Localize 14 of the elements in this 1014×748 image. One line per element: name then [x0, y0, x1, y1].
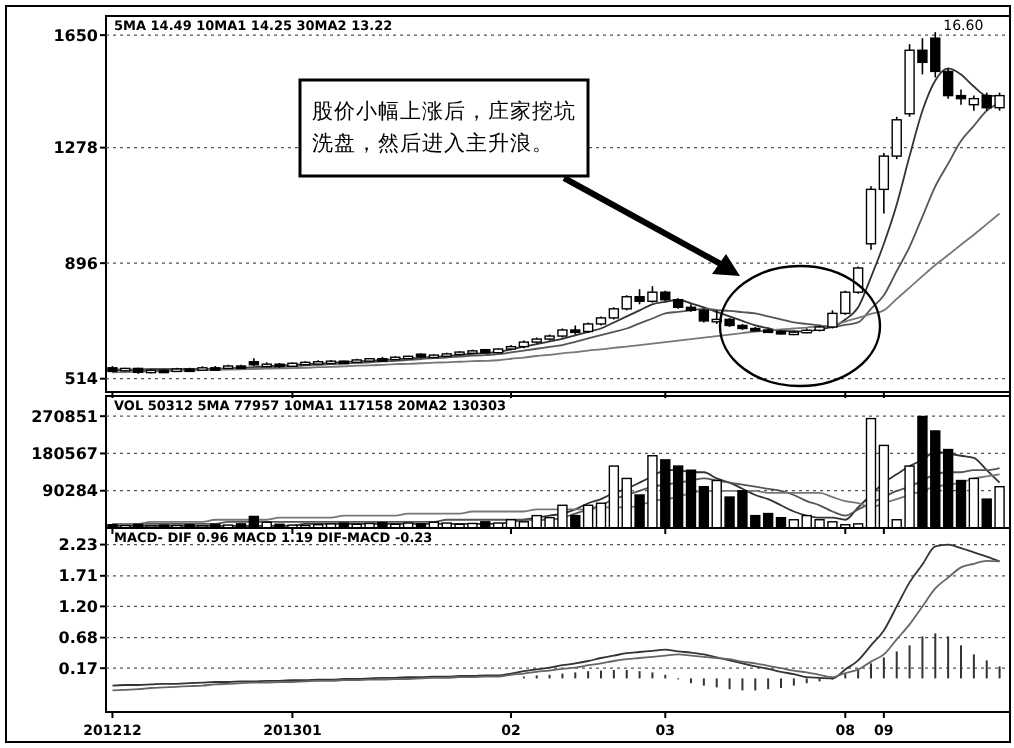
- y-tick-label: 270851: [31, 407, 99, 426]
- y-tick-label: 90284: [42, 482, 99, 501]
- y-tick-label: 514: [64, 370, 99, 389]
- y-tick-label: 0.17: [58, 659, 98, 678]
- y-tick-label: 896: [64, 254, 99, 273]
- y-tick-label: 180567: [31, 445, 98, 464]
- y-tick-label: 1278: [53, 139, 99, 158]
- y-tick-label: 1.71: [58, 567, 99, 586]
- y-tick-label: 1650: [53, 26, 99, 45]
- line-series: [111, 212, 1001, 374]
- y-tick-label: 2.23: [58, 536, 98, 555]
- y-tick-label: 1.20: [58, 598, 99, 616]
- y-tick-label: 0.68: [58, 629, 99, 648]
- annotation: 股价小幅上涨后，庄家挖坑洗盘，然后进入主升浪。: [312, 98, 576, 156]
